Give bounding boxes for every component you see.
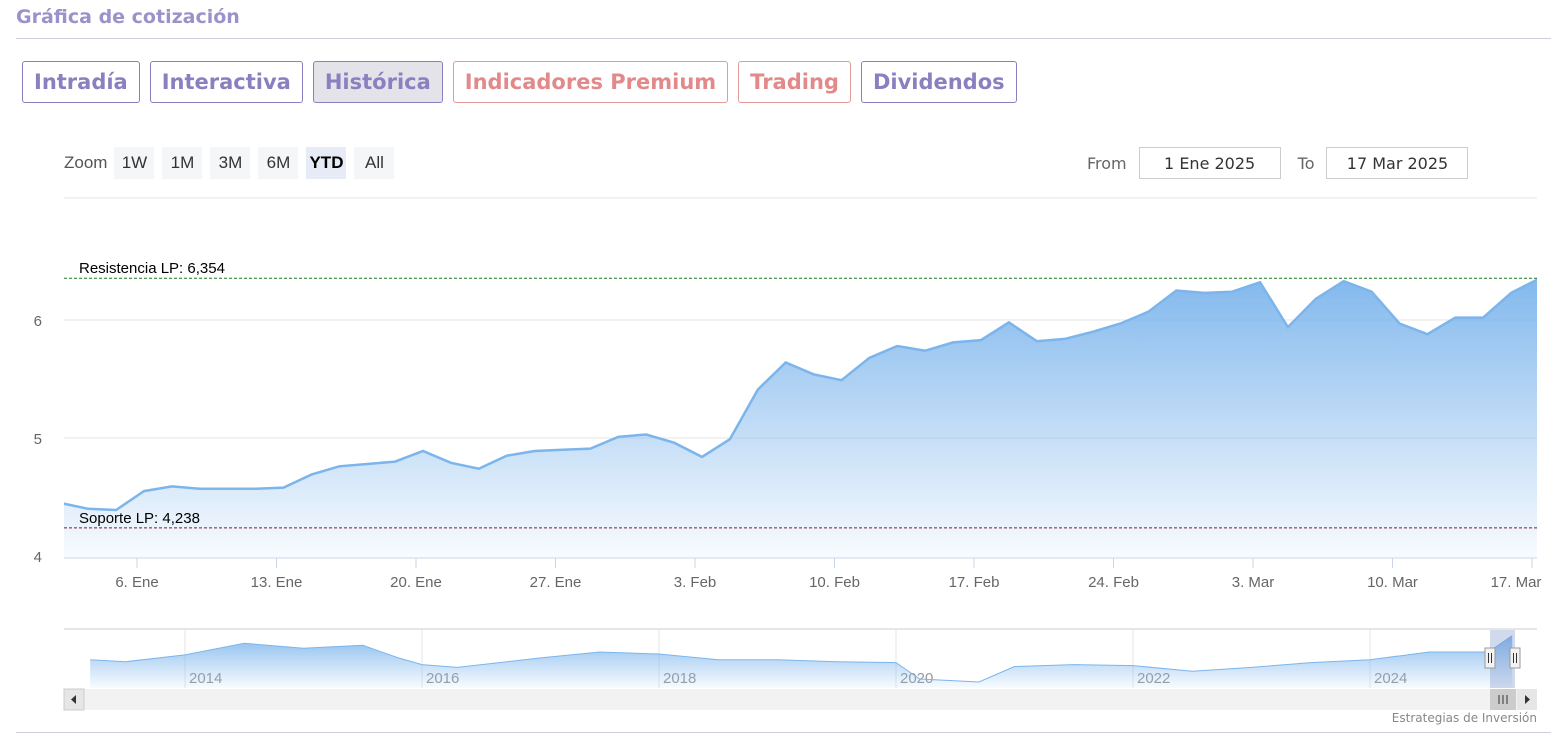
zoom-ytd-button[interactable]: YTD <box>306 147 347 179</box>
scrollbar[interactable] <box>63 688 1537 711</box>
date-range: From 1 Ene 2025 To 17 Mar 2025 <box>1087 147 1469 179</box>
y-tick-label: 5 <box>34 431 42 448</box>
tab-historica[interactable]: Histórica <box>312 61 443 103</box>
scrollbar-track <box>64 689 1537 710</box>
zoom-1m-button[interactable]: 1M <box>162 147 203 179</box>
tab-interactiva[interactable]: Interactiva <box>149 61 303 103</box>
handle-grip-icon <box>1509 647 1521 669</box>
arrow-right-icon <box>1525 695 1530 704</box>
x-tick-label: 6. Ene <box>115 574 158 591</box>
page-title: Gráfica de cotización <box>16 6 240 28</box>
tab-trading[interactable]: Trading <box>738 61 851 103</box>
zoom-6m-button[interactable]: 6M <box>258 147 299 179</box>
to-date-input[interactable]: 17 Mar 2025 <box>1326 147 1469 179</box>
range-selector: Zoom 1W 1M 3M 6M YTD All <box>64 147 395 179</box>
title-divider <box>16 38 1551 39</box>
series-group <box>64 278 1537 558</box>
x-tick-label: 10. Mar <box>1367 574 1418 591</box>
navigator-handle[interactable] <box>1484 647 1496 669</box>
tab-indicadores-premium[interactable]: Indicadores Premium <box>452 61 729 103</box>
from-date-input[interactable]: 1 Ene 2025 <box>1138 147 1281 179</box>
x-tick-label: 13. Ene <box>251 574 303 591</box>
zoom-1w-button[interactable]: 1W <box>114 147 155 179</box>
credits[interactable]: Estrategias de Inversión <box>1391 711 1537 725</box>
series-area <box>64 279 1537 558</box>
bottom-divider <box>16 732 1551 733</box>
handle-grip-icon <box>1484 647 1496 669</box>
zoom-3m-button[interactable]: 3M <box>210 147 251 179</box>
resistance-label: Resistencia LP: 6,354 <box>79 260 225 277</box>
navigator-line <box>90 635 1513 683</box>
chart-tabs: Intradía Interactiva Histórica Indicador… <box>22 61 1017 103</box>
zoom-all-button[interactable]: All <box>354 147 395 179</box>
navigator-area <box>90 635 1513 688</box>
tab-dividendos[interactable]: Dividendos <box>860 61 1017 103</box>
from-label: From <box>1087 153 1127 173</box>
x-tick-label: 17. Mar <box>1491 574 1542 591</box>
x-tick-label: 3. Mar <box>1232 574 1275 591</box>
y-tick-label: 4 <box>34 549 42 566</box>
x-tick-label: 20. Ene <box>390 574 442 591</box>
y-tick-label: 6 <box>34 313 42 330</box>
series-line <box>64 278 1537 512</box>
zoom-label: Zoom <box>64 153 108 172</box>
x-tick-label: 3. Feb <box>674 574 717 591</box>
x-tick-label: 24. Feb <box>1088 574 1139 591</box>
x-tick-label: 10. Feb <box>809 574 860 591</box>
navigator-handle[interactable] <box>1509 647 1521 669</box>
to-label: To <box>1297 153 1315 173</box>
tab-intradia[interactable]: Intradía <box>22 61 140 103</box>
support-label: Soporte LP: 4,238 <box>79 510 200 527</box>
x-tick-label: 27. Ene <box>530 574 582 591</box>
arrow-left-icon <box>71 695 76 704</box>
x-tick-label: 17. Feb <box>949 574 1000 591</box>
